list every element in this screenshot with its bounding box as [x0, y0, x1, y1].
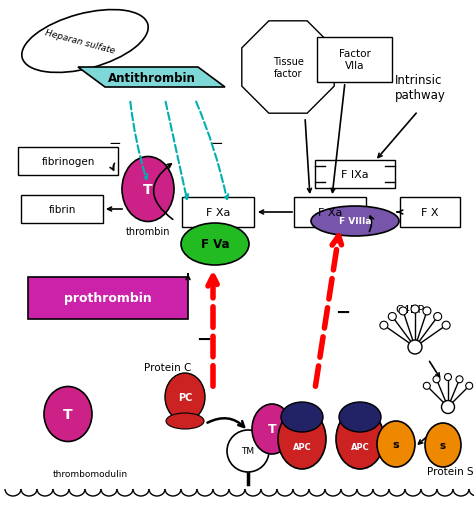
FancyBboxPatch shape [18, 148, 118, 176]
Circle shape [466, 383, 473, 389]
Text: s: s [440, 440, 446, 450]
Circle shape [456, 376, 463, 383]
Ellipse shape [22, 11, 148, 73]
Text: F IXa: F IXa [341, 169, 369, 180]
FancyBboxPatch shape [21, 195, 103, 223]
Text: thrombin: thrombin [126, 227, 170, 237]
Circle shape [441, 401, 455, 414]
Text: F Xa: F Xa [318, 208, 342, 217]
Ellipse shape [165, 373, 205, 421]
Text: Protein S: Protein S [427, 466, 474, 476]
Text: F Va: F Va [201, 238, 229, 251]
Text: thrombomodulin: thrombomodulin [53, 470, 128, 478]
Text: Heparan sulfate: Heparan sulfate [44, 29, 116, 55]
Text: s: s [392, 439, 399, 449]
Text: Factor
VIIa: Factor VIIa [339, 49, 371, 71]
Text: PC: PC [178, 392, 192, 402]
Ellipse shape [336, 409, 384, 469]
Text: F VIIIa: F VIIIa [339, 217, 371, 226]
Text: fibrin: fibrin [48, 205, 76, 215]
Ellipse shape [425, 423, 461, 467]
Ellipse shape [311, 207, 399, 237]
Text: T: T [268, 422, 276, 436]
Circle shape [411, 305, 419, 314]
Text: T: T [143, 183, 153, 196]
Ellipse shape [278, 409, 326, 469]
Text: C4BP: C4BP [395, 304, 425, 315]
Circle shape [408, 341, 422, 354]
Circle shape [433, 376, 440, 383]
Text: prothrombin: prothrombin [64, 292, 152, 305]
Ellipse shape [252, 404, 292, 454]
Circle shape [388, 313, 396, 321]
Ellipse shape [227, 430, 269, 472]
Text: −: − [210, 136, 223, 151]
Text: T: T [63, 407, 73, 421]
Text: APC: APC [351, 443, 369, 451]
FancyBboxPatch shape [294, 197, 366, 228]
Text: APC: APC [292, 443, 311, 451]
Text: −: − [335, 303, 350, 321]
Text: Antithrombin: Antithrombin [108, 71, 196, 84]
Circle shape [380, 322, 388, 329]
Text: fibrinogen: fibrinogen [41, 157, 95, 166]
Text: −: − [108, 136, 121, 151]
FancyBboxPatch shape [28, 277, 188, 319]
Text: Protein C: Protein C [144, 362, 191, 372]
Text: TM: TM [241, 446, 255, 456]
Ellipse shape [181, 223, 249, 266]
Text: −: − [196, 330, 211, 348]
Ellipse shape [122, 157, 174, 222]
Circle shape [423, 383, 430, 389]
Polygon shape [78, 68, 225, 88]
Circle shape [445, 374, 452, 381]
Circle shape [442, 322, 450, 329]
Ellipse shape [166, 413, 204, 429]
Circle shape [399, 307, 407, 315]
FancyBboxPatch shape [400, 197, 460, 228]
Text: Tissue
factor: Tissue factor [273, 57, 303, 79]
Circle shape [434, 313, 442, 321]
Ellipse shape [339, 402, 381, 432]
FancyBboxPatch shape [315, 161, 395, 189]
Ellipse shape [281, 402, 323, 432]
FancyBboxPatch shape [182, 197, 254, 228]
Circle shape [423, 307, 431, 315]
FancyBboxPatch shape [318, 38, 392, 82]
Polygon shape [242, 22, 334, 114]
Ellipse shape [44, 387, 92, 442]
Text: F X: F X [421, 208, 439, 217]
Text: F Xa: F Xa [206, 208, 230, 217]
Ellipse shape [377, 421, 415, 467]
Text: Intrinsic
pathway: Intrinsic pathway [395, 74, 446, 102]
